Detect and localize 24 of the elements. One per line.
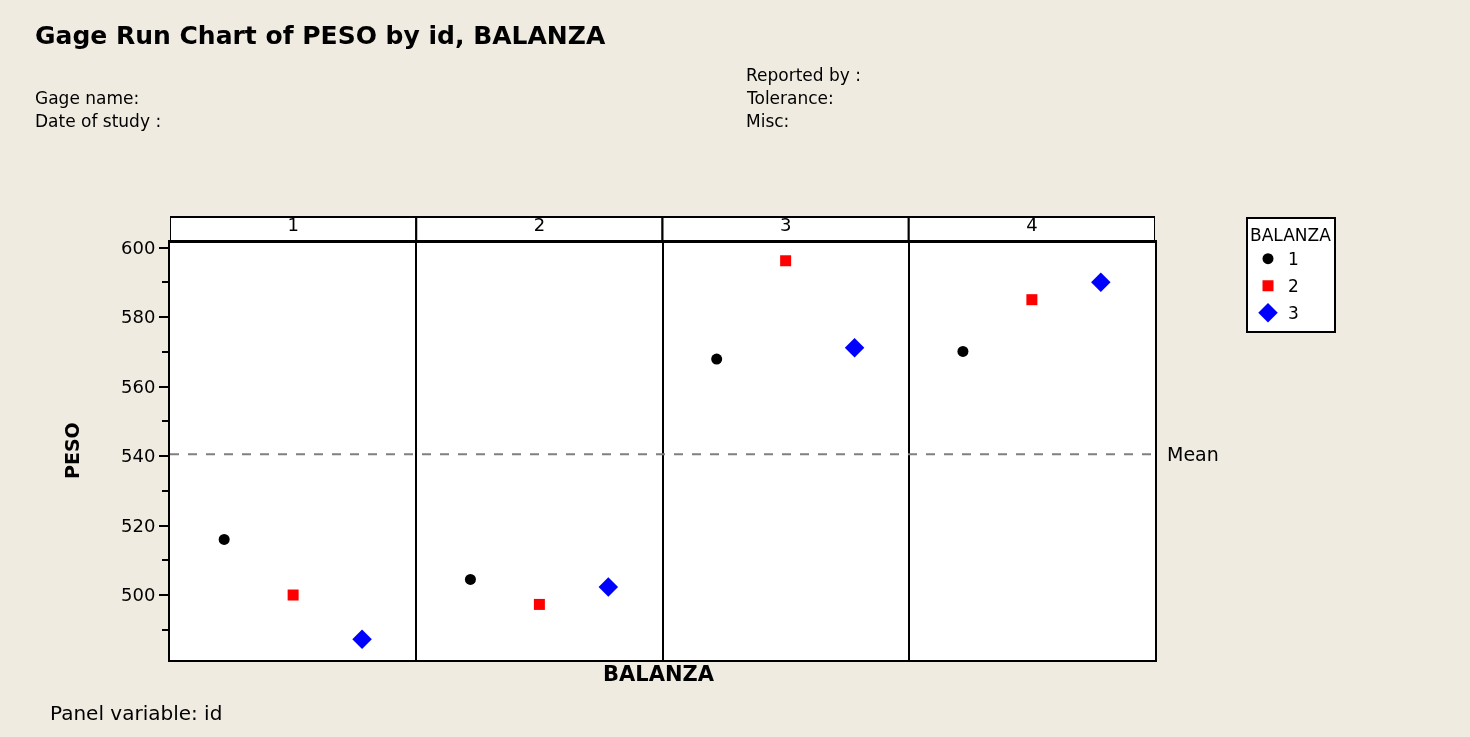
ref-line-label: Mean (1167, 443, 1219, 465)
chart-title: Gage Run Chart of PESO by id, BALANZA (35, 20, 606, 50)
y-tick-label: 500 (121, 584, 156, 606)
y-tick-label: 600 (121, 236, 156, 258)
text: Reported by : (746, 65, 861, 85)
y-axis-title: PESO (61, 422, 83, 479)
text: Panel variable: id (50, 701, 223, 725)
legend-title: BALANZA (1250, 225, 1332, 246)
x-tick-label: 1 (287, 213, 299, 235)
y-tick-label: 520 (121, 514, 156, 536)
y-tick-label: 580 (121, 306, 156, 328)
text: Tolerance: (746, 88, 834, 108)
text: Date of study : (35, 111, 162, 131)
x-tick-label: 4 (1026, 213, 1038, 235)
y-tick-label: 540 (121, 445, 156, 467)
text: Gage name: (35, 88, 140, 108)
text: Misc: (746, 111, 790, 131)
y-tick-label: 560 (121, 375, 156, 397)
x-tick-label: 2 (533, 213, 546, 235)
x-tick-label: 3 (779, 213, 792, 235)
legend-label: 2 (1288, 276, 1299, 297)
x-axis-title: BALANZA (603, 662, 715, 686)
legend-label: 1 (1288, 249, 1299, 270)
legend-label: 3 (1288, 303, 1299, 324)
